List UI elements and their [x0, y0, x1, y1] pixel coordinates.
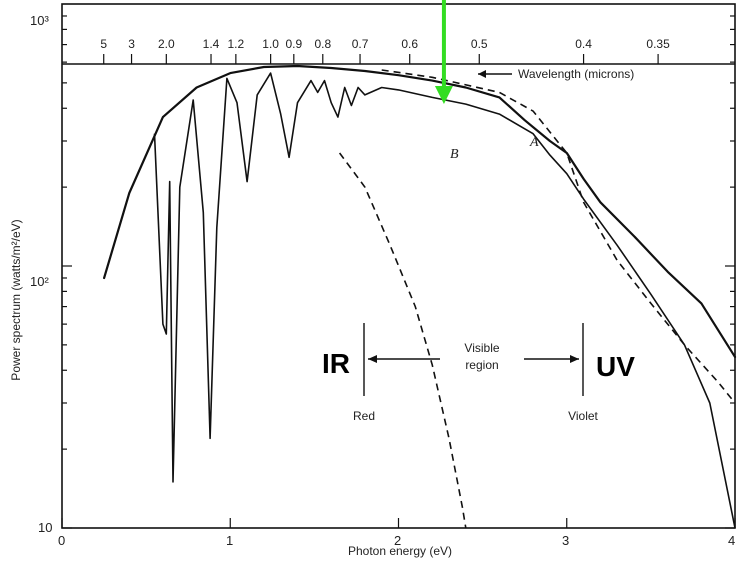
y-tick-1000: 10³: [30, 13, 49, 28]
red-label: Red: [353, 409, 375, 423]
wavelength-tick-label: 0.35: [646, 37, 670, 51]
y-tick-100: 10²: [30, 274, 49, 289]
wavelength-tick-label: 1.2: [228, 37, 245, 51]
x-tick-2: 2: [394, 533, 401, 548]
wavelength-tick-label: 5: [100, 37, 107, 51]
x-axis-title: Photon energy (eV): [348, 544, 452, 558]
x-tick-0: 0: [58, 533, 65, 548]
visible-label-backdrop: [440, 340, 524, 376]
x-tick-1: 1: [226, 533, 233, 548]
plot-frame: [61, 3, 736, 529]
wavelength-tick-label: 1.0: [262, 37, 279, 51]
wavelength-pointer-arrowhead: [478, 70, 486, 78]
series-b-line: [153, 72, 736, 529]
dashed-series-2-line: [381, 69, 736, 404]
wavelength-tick-label: 0.5: [471, 37, 488, 51]
wavelength-tick-label: 3: [128, 37, 135, 51]
y-axis-title: Power spectrum (watts/m²/eV): [9, 219, 23, 380]
green-arrow-head: [434, 86, 453, 104]
wavelength-tick-label: 0.7: [352, 37, 369, 51]
visible-arrow-right-head: [570, 355, 579, 363]
dashed-series-3-line: [338, 152, 467, 529]
series-a-line: [103, 64, 737, 358]
visible-label-line1: Visible: [464, 341, 499, 355]
curve-b-label: B: [450, 147, 459, 162]
y-axis-ticks: [62, 15, 735, 529]
wavelength-tick-label: 0.4: [575, 37, 592, 51]
x-tick-4: 4: [728, 533, 735, 548]
wavelength-tick-label: 2.0: [158, 37, 175, 51]
x-tick-3: 3: [562, 533, 569, 548]
green-arrow-marker: [434, 0, 453, 104]
y-tick-10: 10: [38, 520, 52, 535]
wavelength-ticks: 5 3 2.0 1.4 1.2 1.0 0.9 0.8 0.7 0.6 0.5 0.4 0.35: [100, 37, 670, 64]
x-axis-ticks: [61, 518, 736, 528]
y-tick-labels: 10³ 10² 10: [30, 13, 52, 535]
wavelength-axis-label: Wavelength (microns): [478, 67, 634, 81]
visible-label-line2: region: [465, 358, 498, 372]
wavelength-tick-label: 1.4: [203, 37, 220, 51]
curve-a-label: A: [529, 135, 539, 150]
ir-label: IR: [322, 348, 350, 379]
wavelength-axis-title: Wavelength (microns): [518, 67, 634, 81]
uv-label: UV: [596, 351, 635, 382]
series-group: [103, 64, 737, 529]
x-tick-labels: 0 1 2 3 4: [58, 533, 735, 548]
visible-region-annotation: Visible region Red Violet: [353, 323, 599, 423]
violet-label: Violet: [568, 409, 598, 423]
wavelength-tick-label: 0.9: [285, 37, 302, 51]
wavelength-tick-label: 0.8: [314, 37, 331, 51]
visible-arrow-left-head: [368, 355, 377, 363]
wavelength-tick-label: 0.6: [401, 37, 418, 51]
